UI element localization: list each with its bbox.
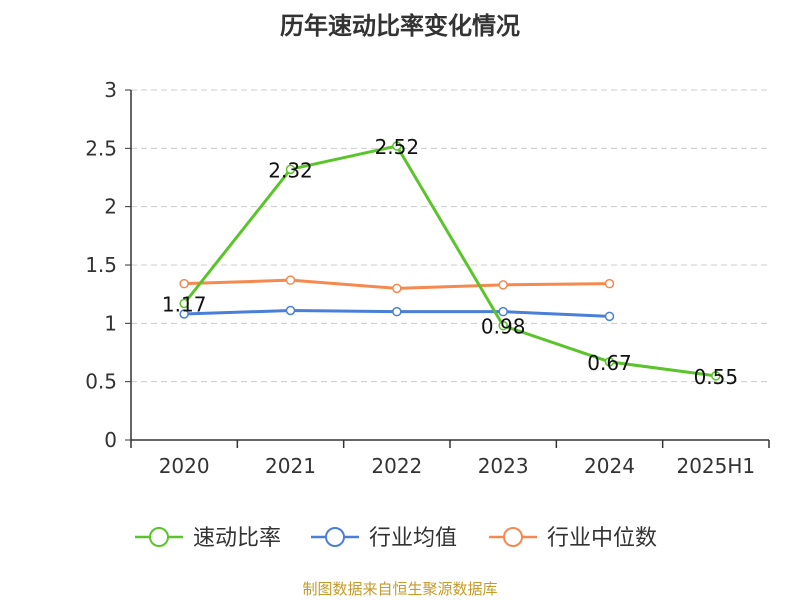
chart-title: 历年速动比率变化情况: [280, 12, 520, 40]
legend-marker-icon: [325, 527, 345, 547]
data-label: 2.32: [268, 158, 313, 182]
data-point: [285, 275, 296, 285]
data-point: [392, 141, 402, 151]
data-point: [285, 164, 296, 175]
x-tick-label: 2025H1: [676, 454, 755, 478]
x-tick-label: 2021: [265, 454, 316, 478]
data-label: 0.55: [694, 365, 739, 389]
legend-item[interactable]: 行业中位数: [489, 526, 657, 551]
data-point: [179, 309, 189, 319]
data-point: [604, 311, 615, 322]
data-point: [392, 283, 402, 294]
data-point: [392, 306, 402, 317]
data-point: [179, 278, 189, 289]
data-point: [604, 278, 615, 289]
y-tick-label: 0.5: [85, 370, 117, 394]
legend-item[interactable]: 速动比率: [135, 526, 281, 551]
data-label: 0.98: [481, 315, 526, 339]
x-tick-label: 2020: [159, 454, 210, 478]
y-tick-label: 1: [104, 311, 117, 335]
source-note: 制图数据来自恒生聚源数据库: [302, 580, 498, 598]
legend-marker-icon: [503, 527, 523, 547]
axes: 0 0.5 1 1.5 2 2.5 3 2020 2021 2022 2023 2024 2025H1: [85, 78, 770, 478]
data-point: [285, 305, 296, 316]
data-point: [711, 371, 721, 381]
data-label: 2.52: [375, 135, 420, 159]
legend-item[interactable]: 行业均值: [311, 526, 457, 551]
data-point: [498, 306, 508, 317]
y-tick-label: 1.5: [85, 253, 117, 277]
legend[interactable]: 速动比率 行业均值 行业中位数: [135, 526, 657, 551]
legend-label: 行业中位数: [547, 526, 657, 551]
legend-label: 速动比率: [193, 526, 281, 551]
legend-marker-icon: [149, 527, 169, 547]
y-tick-label: 0: [104, 428, 117, 452]
legend-label: 行业均值: [369, 526, 457, 551]
x-tick-label: 2022: [371, 454, 422, 478]
data-labels: 1.17 2.32 2.52 0.98 0.67 0.55: [162, 135, 738, 389]
data-point: [179, 298, 189, 309]
series-lines: [179, 141, 721, 381]
data-point: [498, 280, 508, 290]
x-tick-label: 2023: [478, 454, 529, 478]
y-tick-label: 2.5: [85, 136, 117, 160]
data-label: 0.67: [587, 351, 632, 375]
x-tick-label: 2024: [584, 454, 635, 478]
data-point: [498, 320, 508, 331]
grid-lines: [131, 89, 769, 383]
data-point: [604, 357, 615, 367]
series-line: [182, 144, 717, 378]
data-label: 1.17: [162, 293, 207, 317]
y-tick-label: 3: [104, 78, 117, 102]
y-tick-label: 2: [104, 195, 117, 219]
